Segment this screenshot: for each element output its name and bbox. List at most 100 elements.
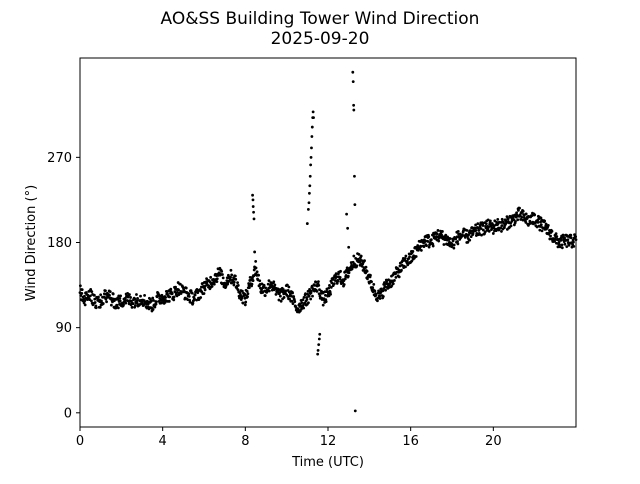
data-point (427, 235, 431, 239)
data-point (530, 214, 534, 218)
data-point (451, 239, 455, 243)
data-point (355, 264, 359, 268)
data-point (202, 292, 206, 295)
data-point (193, 297, 196, 301)
data-point (556, 245, 560, 249)
data-point (210, 284, 214, 288)
data-point (308, 174, 312, 178)
data-point (220, 269, 224, 273)
y-tick-label: 90 (55, 321, 72, 336)
data-point (149, 299, 153, 303)
data-point (561, 233, 565, 237)
data-point (306, 207, 310, 211)
y-tick-label: 180 (47, 236, 72, 251)
data-point (572, 240, 575, 244)
data-point (255, 270, 259, 274)
data-point (509, 224, 513, 228)
data-point (560, 246, 564, 250)
data-point (510, 220, 514, 223)
data-point (310, 125, 314, 129)
data-point (108, 294, 111, 297)
data-point (317, 284, 321, 287)
data-point (466, 240, 470, 244)
data-point (168, 295, 172, 299)
data-point (98, 305, 102, 309)
data-point (448, 237, 452, 240)
data-point (178, 282, 182, 286)
data-point (397, 275, 401, 279)
data-point (291, 302, 295, 305)
data-point (569, 233, 573, 237)
data-point (243, 303, 247, 307)
data-point (133, 297, 137, 301)
data-point (381, 289, 385, 293)
data-point (232, 280, 236, 284)
data-point (398, 264, 402, 268)
data-point (136, 297, 139, 300)
data-point (487, 225, 490, 229)
data-point (473, 226, 477, 230)
data-point (191, 301, 195, 305)
data-point (329, 286, 333, 289)
data-point (360, 264, 364, 268)
data-point (410, 259, 414, 263)
data-point (338, 276, 342, 279)
y-tick-label: 270 (47, 151, 72, 166)
data-point (372, 282, 376, 286)
data-point (229, 275, 232, 279)
data-point (119, 294, 122, 298)
data-point (520, 215, 524, 219)
data-point (452, 246, 456, 250)
data-point (517, 208, 520, 212)
data-point (93, 297, 97, 301)
data-point (324, 300, 328, 303)
data-point (524, 212, 528, 216)
data-point (315, 289, 319, 293)
data-point (404, 254, 408, 258)
data-point (240, 296, 244, 300)
data-point (246, 295, 249, 299)
data-point (304, 292, 307, 295)
data-point (254, 266, 258, 270)
data-point (287, 285, 291, 289)
data-point (83, 294, 86, 298)
data-point (500, 217, 504, 221)
data-point (352, 254, 356, 258)
data-point (155, 295, 159, 299)
data-point (442, 243, 446, 246)
data-point (335, 275, 339, 279)
data-point (549, 234, 552, 238)
data-point (101, 302, 105, 305)
data-point (483, 230, 487, 234)
data-point (301, 298, 305, 302)
data-point (329, 292, 332, 296)
data-point (257, 273, 261, 277)
data-point (353, 203, 357, 207)
data-point (469, 235, 473, 239)
data-point (425, 244, 428, 248)
data-point (533, 213, 537, 217)
data-point (94, 306, 98, 310)
data-point (288, 297, 292, 301)
data-point (569, 236, 573, 240)
data-point (477, 229, 481, 232)
data-point (416, 244, 420, 248)
data-point (311, 294, 314, 298)
data-point (347, 245, 351, 249)
data-point (172, 298, 176, 302)
x-tick-label: 4 (159, 434, 167, 449)
data-point (519, 218, 523, 221)
data-point (97, 295, 100, 299)
x-tick-label: 20 (485, 434, 502, 449)
data-point (456, 230, 460, 233)
data-point (83, 303, 87, 307)
data-point (471, 232, 475, 236)
data-point (116, 306, 120, 310)
data-point (251, 193, 254, 197)
data-point (229, 268, 233, 272)
data-point (133, 304, 137, 307)
data-point (128, 293, 131, 296)
data-point (419, 244, 423, 248)
data-point (203, 288, 207, 292)
